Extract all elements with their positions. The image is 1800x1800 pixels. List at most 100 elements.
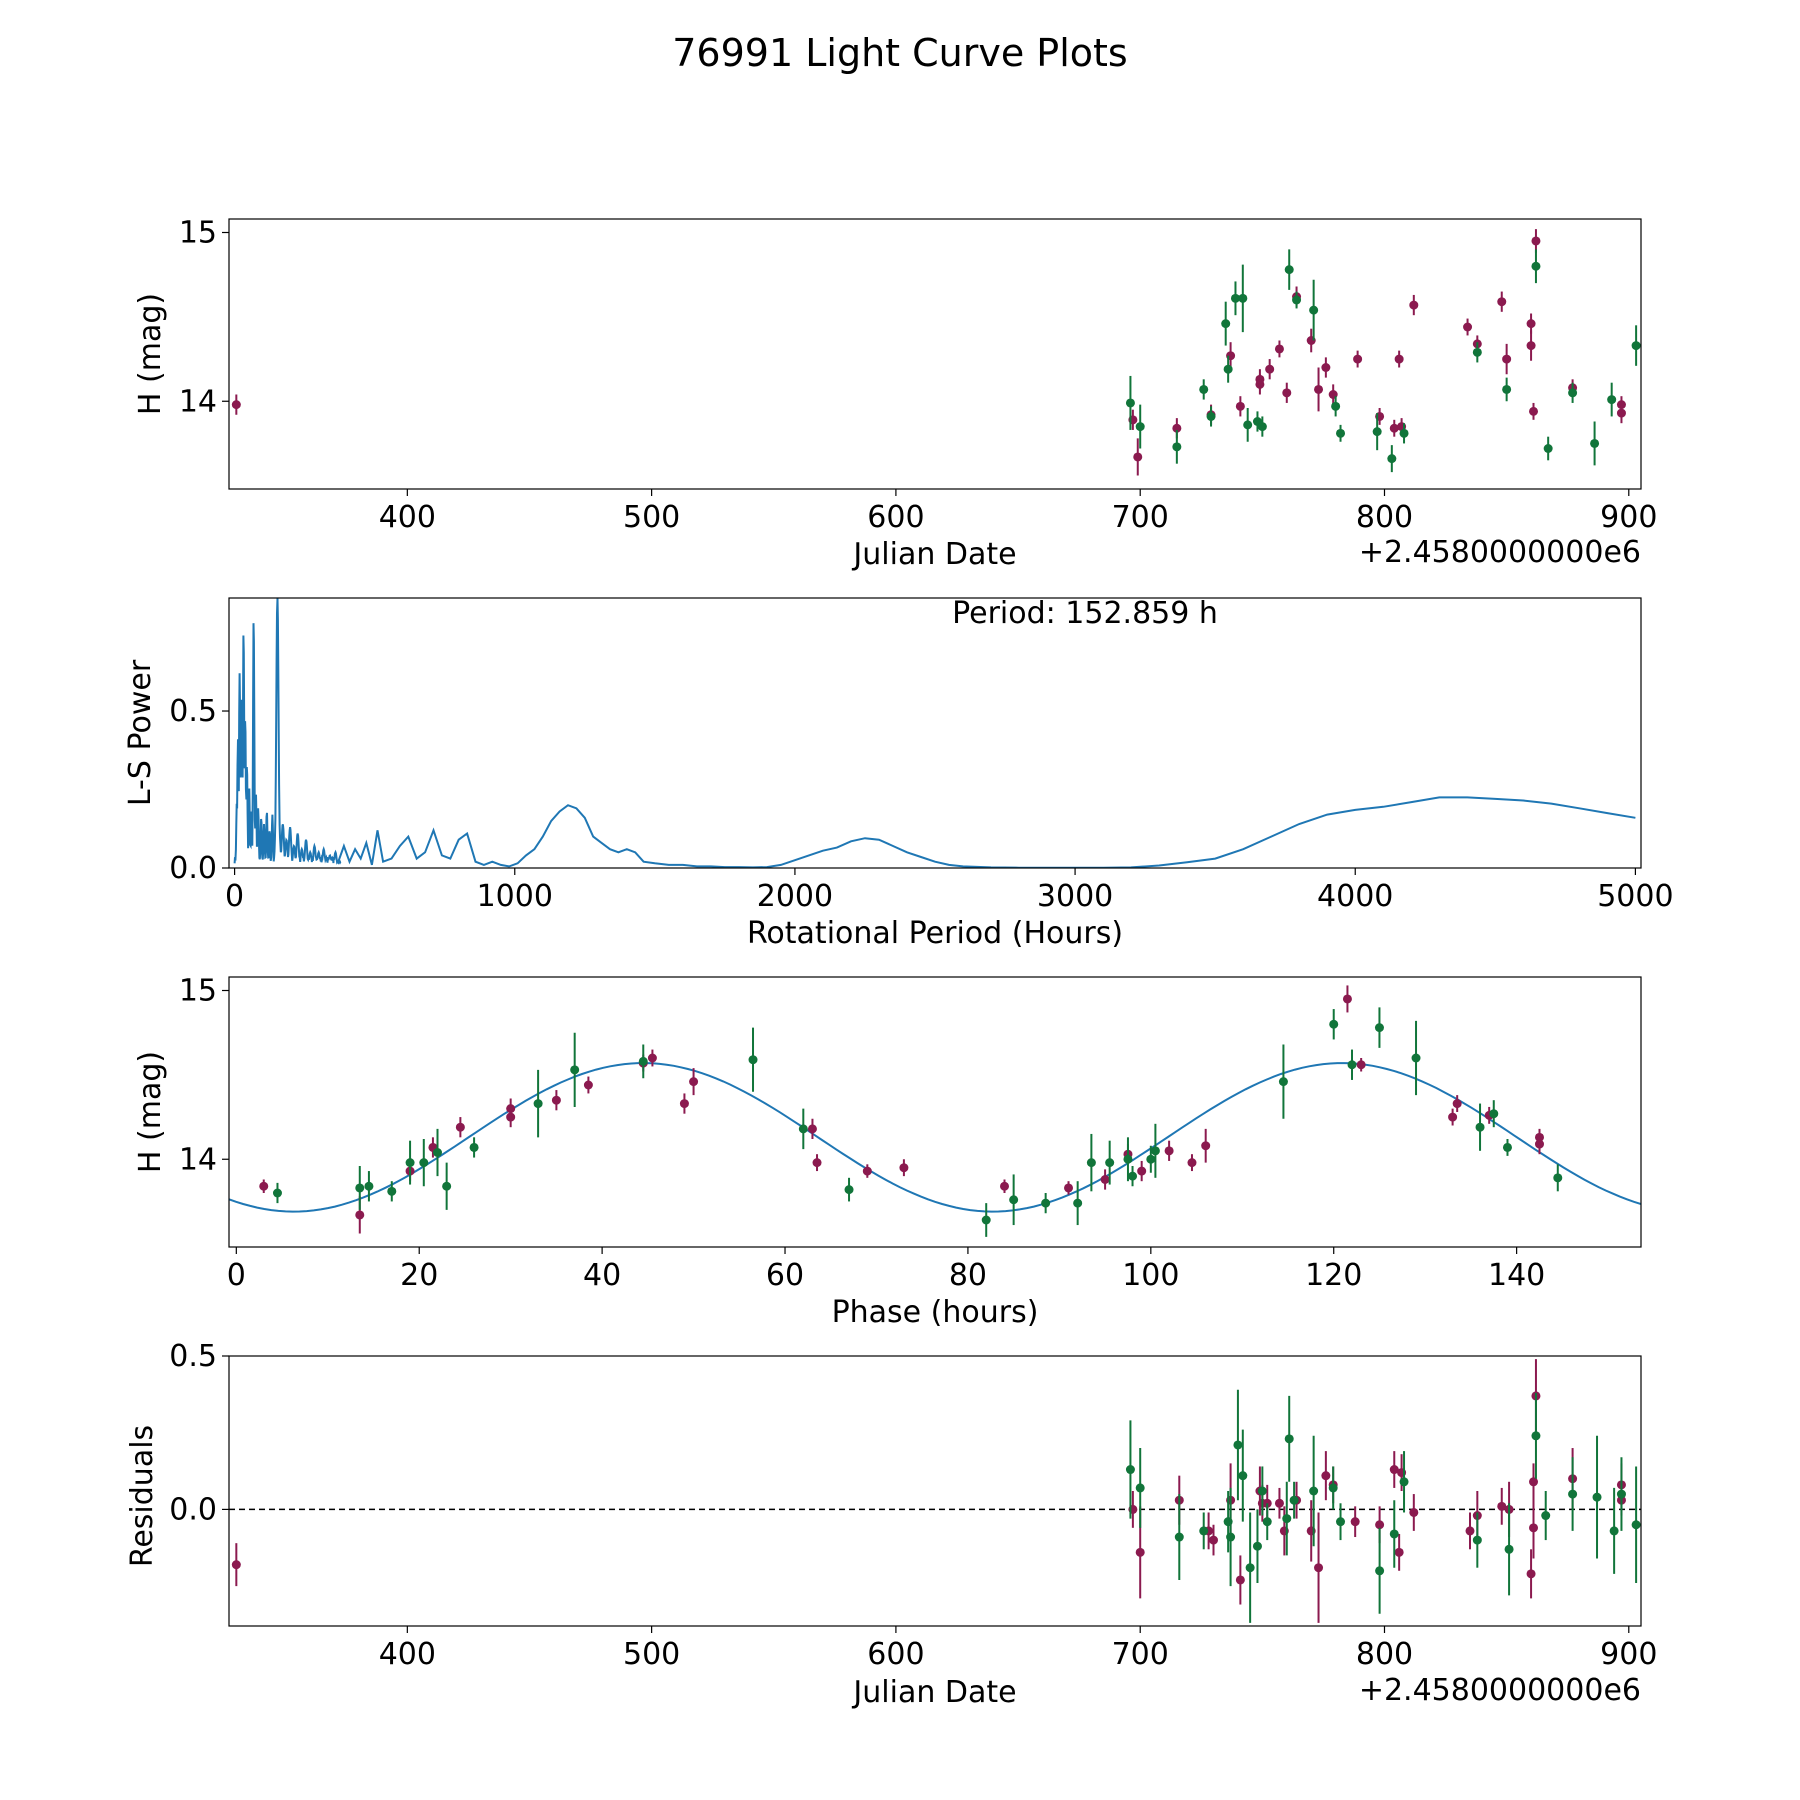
data-point (1394, 1547, 1404, 1557)
light-curve-offset-text: +2.4580000000e6 (1359, 535, 1641, 570)
period-annotation: Period: 152.859 h (952, 596, 1218, 631)
data-point (1531, 236, 1541, 246)
data-point (1284, 265, 1294, 275)
data-point (1243, 420, 1253, 430)
residuals-data (229, 1359, 1641, 1623)
x-tick-label: 800 (1356, 500, 1413, 535)
data-point (1502, 354, 1512, 364)
data-point (1631, 1520, 1641, 1530)
x-tick-label: 140 (1488, 1258, 1545, 1293)
data-point (1123, 1154, 1133, 1164)
data-point (1411, 1053, 1421, 1063)
data-point (1245, 1563, 1255, 1573)
data-point (1257, 422, 1267, 432)
data-point (1409, 300, 1419, 310)
data-point (899, 1163, 909, 1173)
data-point (1309, 1486, 1319, 1496)
data-point (1041, 1198, 1051, 1208)
data-point (1372, 427, 1382, 437)
y-tick-label: 0.5 (169, 694, 217, 729)
residuals-offset-text: +2.4580000000e6 (1359, 1673, 1641, 1708)
data-point (1534, 1139, 1544, 1149)
data-point (1199, 1526, 1209, 1536)
data-point (1387, 454, 1397, 464)
data-point (405, 1158, 415, 1168)
x-tick-label: 600 (867, 1637, 924, 1672)
data-point (1221, 319, 1231, 329)
x-tick-label: 900 (1600, 1637, 1657, 1672)
data-point (1347, 1060, 1357, 1070)
data-point (1374, 1023, 1384, 1033)
data-point (1292, 295, 1302, 305)
x-tick-label: 900 (1600, 500, 1657, 535)
data-point (1238, 293, 1248, 303)
data-point (469, 1142, 479, 1152)
data-point (1009, 1195, 1019, 1205)
data-point (1529, 1477, 1539, 1487)
x-tick-label: 3000 (1037, 879, 1113, 914)
data-point (1150, 1146, 1160, 1156)
y-tick-label: 0.5 (169, 1339, 217, 1374)
data-point (1223, 364, 1233, 374)
data-point (533, 1099, 543, 1109)
data-point (1135, 1547, 1145, 1557)
data-point (1607, 395, 1617, 405)
x-tick-label: 0 (227, 1258, 246, 1293)
data-point (647, 1053, 657, 1063)
data-point (1238, 1471, 1248, 1481)
data-point (1472, 347, 1482, 357)
data-point (1125, 398, 1135, 408)
periodogram-panel: 0 1000 2000 3000 4000 5000 0.0 0.5 Period: 152.… (123, 596, 1674, 951)
data-point (1314, 1563, 1324, 1573)
x-tick-label: 4000 (1317, 879, 1393, 914)
data-point (1497, 1501, 1507, 1511)
data-point (1463, 322, 1473, 332)
data-point (1526, 1569, 1536, 1579)
data-point (1233, 1440, 1243, 1450)
data-point (1073, 1198, 1083, 1208)
data-point (506, 1104, 516, 1114)
data-point (1590, 438, 1600, 448)
data-point (1000, 1181, 1010, 1191)
data-point (1336, 428, 1346, 438)
data-point (1342, 994, 1352, 1004)
data-point (1235, 401, 1245, 411)
periodogram-axes-frame (228, 597, 1642, 869)
phase-folded-ticks: 0 20 40 60 80 100 120 140 14 15 (179, 974, 1545, 1294)
data-point (1616, 408, 1626, 418)
data-point (1531, 261, 1541, 271)
data-point (1252, 1541, 1262, 1551)
data-point (1135, 422, 1145, 432)
data-point (1172, 423, 1182, 433)
light-curve-xlabel: Julian Date (851, 537, 1016, 572)
data-point (812, 1158, 822, 1168)
x-tick-label: 400 (379, 1637, 436, 1672)
data-point (1133, 452, 1143, 462)
figure-title: 76991 Light Curve Plots (672, 31, 1127, 75)
data-point (455, 1122, 465, 1132)
x-tick-label: 40 (583, 1258, 621, 1293)
phase-folded-plot-area (229, 985, 1641, 1237)
light-curve-axes-frame (228, 218, 1642, 490)
data-point (1568, 388, 1578, 398)
y-tick-label: 15 (179, 974, 217, 1009)
x-tick-label: 500 (623, 1637, 680, 1672)
data-point (1541, 1511, 1551, 1521)
data-point (1375, 1520, 1385, 1530)
light-curve-panel: 400 500 600 700 800 900 14 15 Julian Date H (ma… (133, 216, 1657, 573)
data-point (1146, 1154, 1156, 1164)
data-point (1206, 411, 1216, 421)
data-point (364, 1181, 374, 1191)
data-point (1394, 354, 1404, 364)
residuals-xlabel: Julian Date (851, 1675, 1016, 1710)
data-point (1199, 384, 1209, 394)
periodogram-data (233, 598, 1636, 868)
data-point (1329, 1019, 1339, 1029)
data-point (1553, 1173, 1563, 1183)
data-point (355, 1183, 365, 1193)
x-tick-label: 600 (867, 500, 924, 535)
data-point (1356, 1060, 1366, 1070)
ls-power-line (233, 598, 1636, 868)
phase-folded-panel: 0 20 40 60 80 100 120 140 14 15 Phase (hours) H (… (133, 974, 1642, 1330)
data-point (1526, 341, 1536, 351)
